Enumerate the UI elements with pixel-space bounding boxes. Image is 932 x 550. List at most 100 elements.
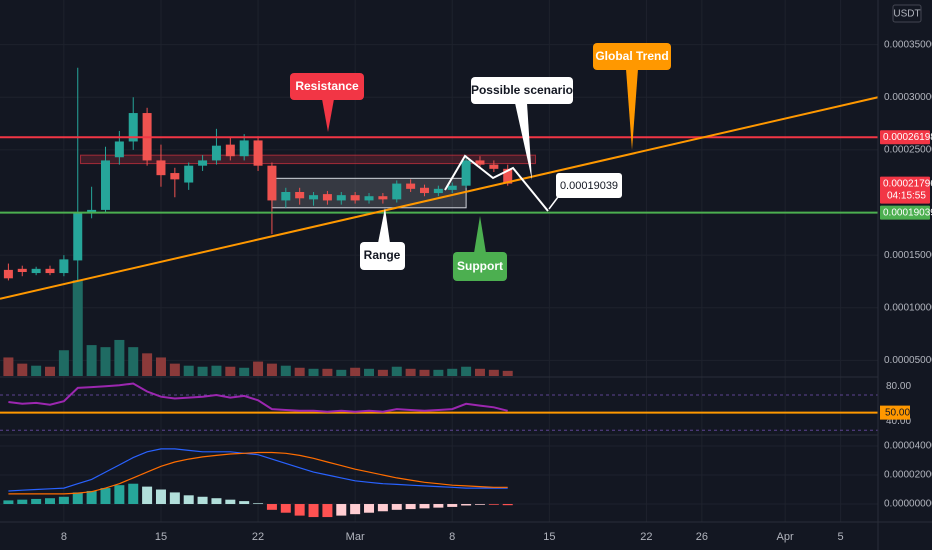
- volume-bar: [183, 365, 194, 376]
- candle-body: [170, 173, 180, 180]
- macd-histogram-bar: [322, 504, 333, 518]
- callout-arrow: [548, 196, 559, 210]
- x-tick-label: 22: [640, 531, 652, 543]
- volume-bar: [169, 363, 180, 376]
- x-tick-label: 22: [252, 531, 264, 543]
- volume-bar: [155, 357, 166, 376]
- macd-histogram-bar: [142, 486, 153, 505]
- volume-bar: [488, 369, 499, 376]
- rsi-level-label: 50.00: [885, 407, 910, 418]
- candle-body: [295, 192, 305, 199]
- trend-line: [0, 96, 879, 300]
- y-tick-label: 0.00025000: [884, 145, 932, 156]
- support-tag: [880, 205, 930, 220]
- macd-histogram-bar: [72, 492, 83, 505]
- volume-bar: [197, 366, 208, 376]
- resistance-tag-label: 0.00026198: [883, 132, 932, 143]
- macd-histogram-bar: [280, 504, 291, 513]
- plot: [0, 67, 879, 518]
- volume-bar: [308, 368, 319, 376]
- macd-histogram-bar: [31, 498, 42, 505]
- candle-body: [350, 195, 360, 201]
- rsi-line: [8, 382, 508, 413]
- macd-histogram-bar: [461, 504, 472, 506]
- macd-histogram-bar: [502, 504, 513, 506]
- candle-body: [128, 113, 138, 142]
- callout-box: [453, 252, 507, 281]
- last-price-tag: [880, 176, 930, 204]
- candle-body: [447, 185, 457, 190]
- macd-histogram-bar: [197, 496, 208, 505]
- callout-pointer: [474, 216, 486, 253]
- countdown: 04:15:55: [887, 190, 926, 201]
- callout-text: Range: [364, 248, 401, 262]
- volume-bar: [142, 353, 153, 376]
- support-tag-label: 0.00019039: [883, 207, 932, 218]
- candle-body: [322, 194, 332, 201]
- callout-text: Resistance: [295, 79, 359, 93]
- callout-box: [471, 77, 573, 104]
- y-tick-label: 0.00005000: [884, 355, 932, 366]
- candle-body: [378, 196, 388, 200]
- x-tick-label: 8: [449, 531, 455, 543]
- x-tick-label: 15: [155, 531, 167, 543]
- x-tick-label: Apr: [777, 531, 794, 543]
- callout-text: Support: [457, 259, 503, 273]
- candle-body: [31, 268, 41, 274]
- volume-bar: [294, 367, 305, 376]
- macd-histogram-bar: [253, 503, 264, 505]
- macd-histogram-bar: [308, 504, 319, 518]
- resistance-zone: [80, 154, 536, 165]
- macd-histogram-bar: [266, 504, 277, 510]
- x-tick-label: 5: [838, 531, 844, 543]
- macd-tick-label: 0.00002000: [884, 470, 932, 481]
- candle-body: [184, 165, 194, 183]
- volume-bar: [419, 369, 430, 376]
- resistance-tag: [880, 130, 930, 145]
- currency: USDT: [893, 9, 920, 20]
- macd-histogram-bar: [419, 504, 430, 509]
- volume-bar: [350, 367, 361, 376]
- candle-body: [239, 140, 249, 157]
- candle-body: [73, 213, 83, 261]
- callout-box: [360, 242, 405, 270]
- volume-bar: [225, 366, 236, 376]
- volume-bar: [58, 350, 69, 376]
- volume-bar: [391, 366, 402, 376]
- candle-body: [433, 188, 443, 194]
- candle-body: [87, 209, 97, 214]
- macd-histogram-bar: [211, 498, 222, 505]
- volume-bar: [128, 347, 139, 376]
- y-tick-label: 0.00015000: [884, 250, 932, 261]
- candle-body: [156, 160, 166, 176]
- macd-histogram-bar: [391, 504, 402, 510]
- x-tick-label: 8: [61, 531, 67, 543]
- volume-bar: [31, 365, 42, 376]
- candle-body: [253, 140, 263, 166]
- volume-bar: [447, 368, 458, 376]
- macd-histogram-bar: [128, 483, 139, 505]
- candle-body: [364, 196, 374, 201]
- candle-body: [503, 168, 513, 184]
- scenario-path: [444, 154, 549, 212]
- candle-body: [406, 183, 416, 189]
- x-tick-label: 26: [696, 531, 708, 543]
- volume-bar: [3, 357, 14, 376]
- y-tick-label: 0.00010000: [884, 302, 932, 313]
- callout-box: [290, 73, 364, 100]
- candle-body: [461, 160, 471, 186]
- candle-body: [336, 195, 346, 201]
- callout-text: 0.00019039: [560, 180, 618, 192]
- volume-bar: [377, 369, 388, 376]
- rsi-level-tag: [880, 405, 910, 420]
- x-tick-label: Mar: [346, 531, 365, 543]
- callout-box: [556, 173, 622, 198]
- macd-histogram-bar: [447, 504, 458, 507]
- macd-histogram-bar: [100, 488, 111, 505]
- callout-pointer: [626, 69, 638, 150]
- macd-histogram-bar: [155, 489, 166, 505]
- volume-bar: [86, 345, 97, 376]
- candle-body: [309, 195, 319, 200]
- volume-bar: [45, 366, 56, 376]
- macd-histogram-bar: [364, 504, 375, 513]
